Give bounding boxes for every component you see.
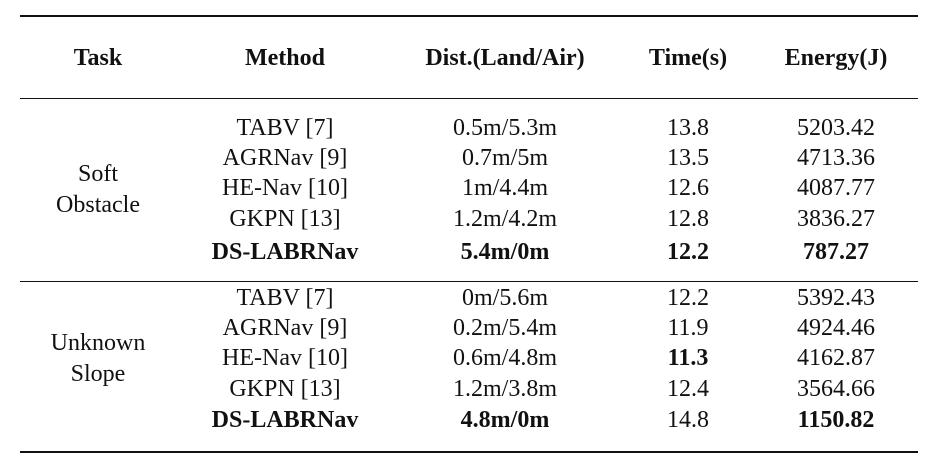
value-cell: 11.3: [667, 345, 709, 371]
method-cell: TABV [7]: [236, 285, 334, 311]
value-cell: 12.2: [667, 285, 709, 311]
value-cell: 1150.82: [797, 407, 875, 433]
method-cell: GKPN [13]: [229, 376, 341, 402]
value-cell: 4924.46: [797, 315, 875, 341]
value-cell: 1.2m/4.2m: [452, 206, 558, 232]
value-cell: 4162.87: [797, 345, 875, 371]
value-cell: 0.2m/5.4m: [452, 315, 558, 341]
header-cell: Dist.(Land/Air): [425, 45, 585, 71]
value-cell: 3564.66: [797, 376, 875, 402]
method-cell: AGRNav [9]: [222, 145, 348, 171]
value-cell: 0m/5.6m: [461, 285, 549, 311]
method-cell: DS-LABRNav: [211, 239, 359, 265]
value-cell: 4713.36: [797, 145, 875, 171]
value-cell: 787.27: [803, 239, 869, 265]
value-cell: 12.2: [667, 239, 709, 265]
method-cell: GKPN [13]: [229, 206, 341, 232]
header-rule: [20, 98, 918, 99]
value-cell: 12.4: [667, 376, 709, 402]
method-cell: AGRNav [9]: [222, 315, 348, 341]
value-cell: 4087.77: [797, 175, 875, 201]
value-cell: 13.8: [667, 115, 709, 141]
value-cell: 12.8: [667, 206, 709, 232]
value-cell: 0.6m/4.8m: [452, 345, 558, 371]
value-cell: 12.6: [667, 175, 709, 201]
value-cell: 1.2m/3.8m: [452, 376, 558, 402]
value-cell: 5392.43: [797, 285, 875, 311]
value-cell: 14.8: [667, 407, 709, 433]
header-cell: Method: [245, 45, 325, 71]
value-cell: 13.5: [667, 145, 709, 171]
task-label: Unknown: [50, 330, 146, 356]
group-rule: [20, 281, 918, 282]
value-cell: 5203.42: [797, 115, 875, 141]
value-cell: 0.5m/5.3m: [452, 115, 558, 141]
header-cell: Task: [73, 45, 123, 71]
value-cell: 5.4m/0m: [460, 239, 550, 265]
method-cell: HE-Nav [10]: [222, 345, 348, 371]
header-cell: Time(s): [648, 45, 728, 71]
method-cell: HE-Nav [10]: [222, 175, 348, 201]
value-cell: 3836.27: [797, 206, 875, 232]
bottom-rule: [20, 451, 918, 453]
task-label: Obstacle: [56, 192, 140, 218]
method-cell: TABV [7]: [236, 115, 334, 141]
header-cell: Energy(J): [784, 45, 888, 71]
task-label: Soft: [77, 161, 119, 187]
value-cell: 1m/4.4m: [461, 175, 549, 201]
value-cell: 11.9: [667, 315, 709, 341]
method-cell: DS-LABRNav: [211, 407, 359, 433]
top-rule: [20, 15, 918, 17]
task-label: Slope: [70, 361, 126, 387]
value-cell: 0.7m/5m: [461, 145, 549, 171]
value-cell: 4.8m/0m: [460, 407, 550, 433]
